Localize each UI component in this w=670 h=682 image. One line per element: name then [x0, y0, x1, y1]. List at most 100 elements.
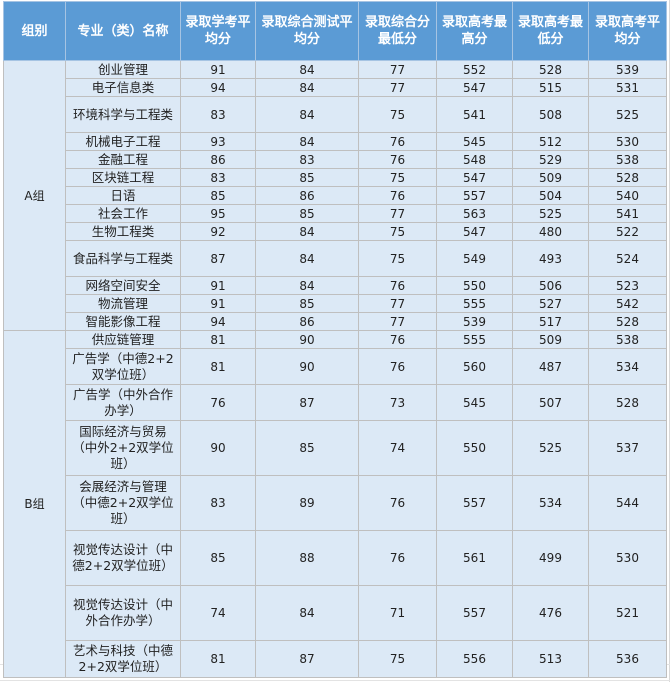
gk-min-cell: 534 [512, 475, 589, 531]
header-gk-max: 录取高考最高分 [436, 1, 513, 61]
gk-avg-cell: 528 [588, 312, 667, 331]
xk-avg-cell: 87 [180, 240, 256, 277]
gk-max-cell: 552 [436, 60, 513, 79]
zh-min-cell: 77 [358, 78, 437, 97]
table-row: A组 创业管理 91 84 77 552 528 539 [3, 60, 667, 331]
major-cell: 视觉传达设计（中外合作办学） [65, 585, 181, 641]
gk-avg-cell: 528 [588, 168, 667, 187]
gk-avg-cell: 542 [588, 294, 667, 313]
header-xk-avg: 录取学考平均分 [180, 1, 256, 61]
gk-max-cell: 549 [436, 240, 513, 277]
zh-avg-cell: 84 [255, 60, 359, 79]
gk-max-cell: 550 [436, 420, 513, 476]
table-row: 区块链工程 83 85 75 547 509 528 [4, 168, 667, 187]
xk-avg-cell: 85 [180, 186, 256, 205]
zh-avg-cell: 84 [255, 240, 359, 277]
zh-avg-cell: 85 [255, 294, 359, 313]
gk-avg-cell: 530 [588, 132, 667, 151]
gk-max-cell: 547 [436, 222, 513, 241]
zh-avg-cell: 84 [255, 132, 359, 151]
zh-avg-cell: 84 [255, 222, 359, 241]
major-cell: 国际经济与贸易（中外2+2双学位班） [65, 420, 181, 476]
gk-avg-cell: 530 [588, 530, 667, 586]
admission-score-table: 组别 专业（类）名称 录取学考平均分 录取综合测试平均分 录取综合分最低分 录取… [3, 1, 667, 678]
gk-min-cell: 480 [512, 222, 589, 241]
gk-avg-cell: 538 [588, 330, 667, 349]
gk-avg-cell: 536 [588, 640, 667, 678]
gk-min-cell: 504 [512, 186, 589, 205]
xk-avg-cell: 86 [180, 150, 256, 169]
zh-min-cell: 77 [358, 294, 437, 313]
major-cell: 供应链管理 [65, 330, 181, 349]
zh-avg-cell: 90 [255, 348, 359, 385]
header-gk-avg: 录取高考平均分 [588, 1, 667, 61]
major-cell: 食品科学与工程类 [65, 240, 181, 277]
zh-avg-cell: 84 [255, 96, 359, 133]
xk-avg-cell: 93 [180, 132, 256, 151]
gk-max-cell: 545 [436, 384, 513, 421]
gk-min-cell: 528 [512, 60, 589, 79]
zh-avg-cell: 86 [255, 186, 359, 205]
header-zh-min: 录取综合分最低分 [358, 1, 437, 61]
gk-avg-cell: 540 [588, 186, 667, 205]
xk-avg-cell: 90 [180, 420, 256, 476]
gk-max-cell: 541 [436, 96, 513, 133]
xk-avg-cell: 91 [180, 294, 256, 313]
gk-max-cell: 547 [436, 168, 513, 187]
table-row: 金融工程 86 83 76 548 529 538 [4, 150, 667, 169]
xk-avg-cell: 83 [180, 168, 256, 187]
table-row: 社会工作 95 85 77 563 525 541 [4, 204, 667, 223]
zh-min-cell: 76 [358, 530, 437, 586]
gk-max-cell: 548 [436, 150, 513, 169]
gk-max-cell: 560 [436, 348, 513, 385]
zh-min-cell: 73 [358, 384, 437, 421]
zh-min-cell: 75 [358, 240, 437, 277]
zh-min-cell: 75 [358, 168, 437, 187]
major-cell: 金融工程 [65, 150, 181, 169]
gk-max-cell: 547 [436, 78, 513, 97]
xk-avg-cell: 76 [180, 384, 256, 421]
header-major: 专业（类）名称 [65, 1, 181, 61]
xk-avg-cell: 81 [180, 348, 256, 385]
header-zh-avg: 录取综合测试平均分 [255, 1, 359, 61]
major-cell: 机械电子工程 [65, 132, 181, 151]
gk-max-cell: 555 [436, 294, 513, 313]
major-cell: 电子信息类 [65, 78, 181, 97]
gk-avg-cell: 524 [588, 240, 667, 277]
grid-line [0, 680, 670, 681]
zh-avg-cell: 84 [255, 276, 359, 295]
zh-min-cell: 76 [358, 475, 437, 531]
table-row: 智能影像工程 94 86 77 539 517 528 [4, 312, 667, 331]
zh-avg-cell: 85 [255, 168, 359, 187]
gk-max-cell: 563 [436, 204, 513, 223]
zh-avg-cell: 87 [255, 384, 359, 421]
gk-min-cell: 525 [512, 420, 589, 476]
gk-avg-cell: 522 [588, 222, 667, 241]
gk-avg-cell: 528 [588, 384, 667, 421]
gk-max-cell: 556 [436, 640, 513, 678]
gk-min-cell: 508 [512, 96, 589, 133]
table-row: 艺术与科技（中德2+2双学位班） 81 87 75 556 513 536 [4, 640, 667, 678]
xk-avg-cell: 94 [180, 312, 256, 331]
gk-max-cell: 545 [436, 132, 513, 151]
major-cell: 创业管理 [65, 60, 181, 79]
gk-min-cell: 487 [512, 348, 589, 385]
gk-avg-cell: 531 [588, 78, 667, 97]
xk-avg-cell: 94 [180, 78, 256, 97]
gk-avg-cell: 541 [588, 204, 667, 223]
gk-avg-cell: 525 [588, 96, 667, 133]
zh-avg-cell: 85 [255, 420, 359, 476]
gk-max-cell: 539 [436, 312, 513, 331]
major-cell: 物流管理 [65, 294, 181, 313]
group-cell-b: B组 [3, 330, 66, 678]
major-cell: 日语 [65, 186, 181, 205]
major-cell: 社会工作 [65, 204, 181, 223]
xk-avg-cell: 85 [180, 530, 256, 586]
gk-avg-cell: 537 [588, 420, 667, 476]
gk-max-cell: 550 [436, 276, 513, 295]
gk-min-cell: 507 [512, 384, 589, 421]
xk-avg-cell: 74 [180, 585, 256, 641]
zh-avg-cell: 87 [255, 640, 359, 678]
gk-min-cell: 499 [512, 530, 589, 586]
